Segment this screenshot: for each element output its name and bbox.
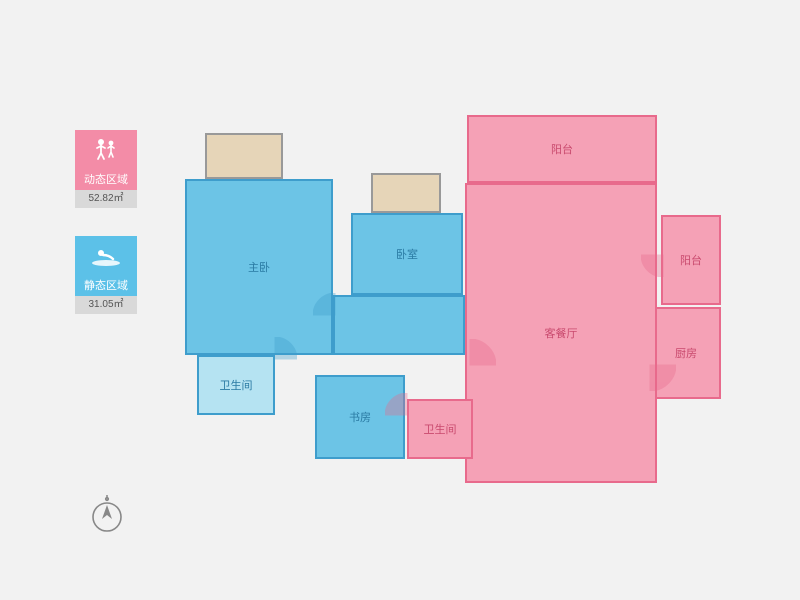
room-label: 客餐厅 <box>545 325 578 341</box>
room-label: 卫生间 <box>424 421 457 437</box>
room-balcony1: 阳台 <box>467 115 657 183</box>
room-master: 主卧 <box>185 179 333 355</box>
room-label: 卧室 <box>396 246 418 262</box>
floor-plan: 阳台阳台厨房客餐厅卫生间主卧卧室卫生间书房 <box>185 115 725 495</box>
room-bath2: 卫生间 <box>407 399 473 459</box>
room-study: 书房 <box>315 375 405 459</box>
room-hallway <box>333 295 465 355</box>
legend-static: 静态区域 31.05㎡ <box>75 236 137 314</box>
room-label: 卫生间 <box>220 377 253 393</box>
legend-panel: 动态区域 52.82㎡ 静态区域 31.05㎡ <box>75 130 137 342</box>
legend-static-value: 31.05㎡ <box>75 296 137 314</box>
room-label: 主卧 <box>248 259 270 275</box>
room-kitchen: 厨房 <box>651 307 721 399</box>
room-bath1: 卫生间 <box>197 355 275 415</box>
room-label: 厨房 <box>675 345 697 361</box>
room-label: 阳台 <box>680 252 702 268</box>
static-icon <box>75 236 137 276</box>
room-label: 阳台 <box>551 141 573 157</box>
window-box <box>371 173 441 213</box>
window-box <box>205 133 283 179</box>
room-living: 客餐厅 <box>465 183 657 483</box>
legend-dynamic: 动态区域 52.82㎡ <box>75 130 137 208</box>
legend-static-label: 静态区域 <box>75 276 137 296</box>
room-label: 书房 <box>349 409 371 425</box>
room-balcony2: 阳台 <box>661 215 721 305</box>
compass-icon <box>90 495 124 540</box>
legend-dynamic-value: 52.82㎡ <box>75 190 137 208</box>
dynamic-icon <box>75 130 137 170</box>
legend-dynamic-label: 动态区域 <box>75 170 137 190</box>
room-bedroom: 卧室 <box>351 213 463 295</box>
